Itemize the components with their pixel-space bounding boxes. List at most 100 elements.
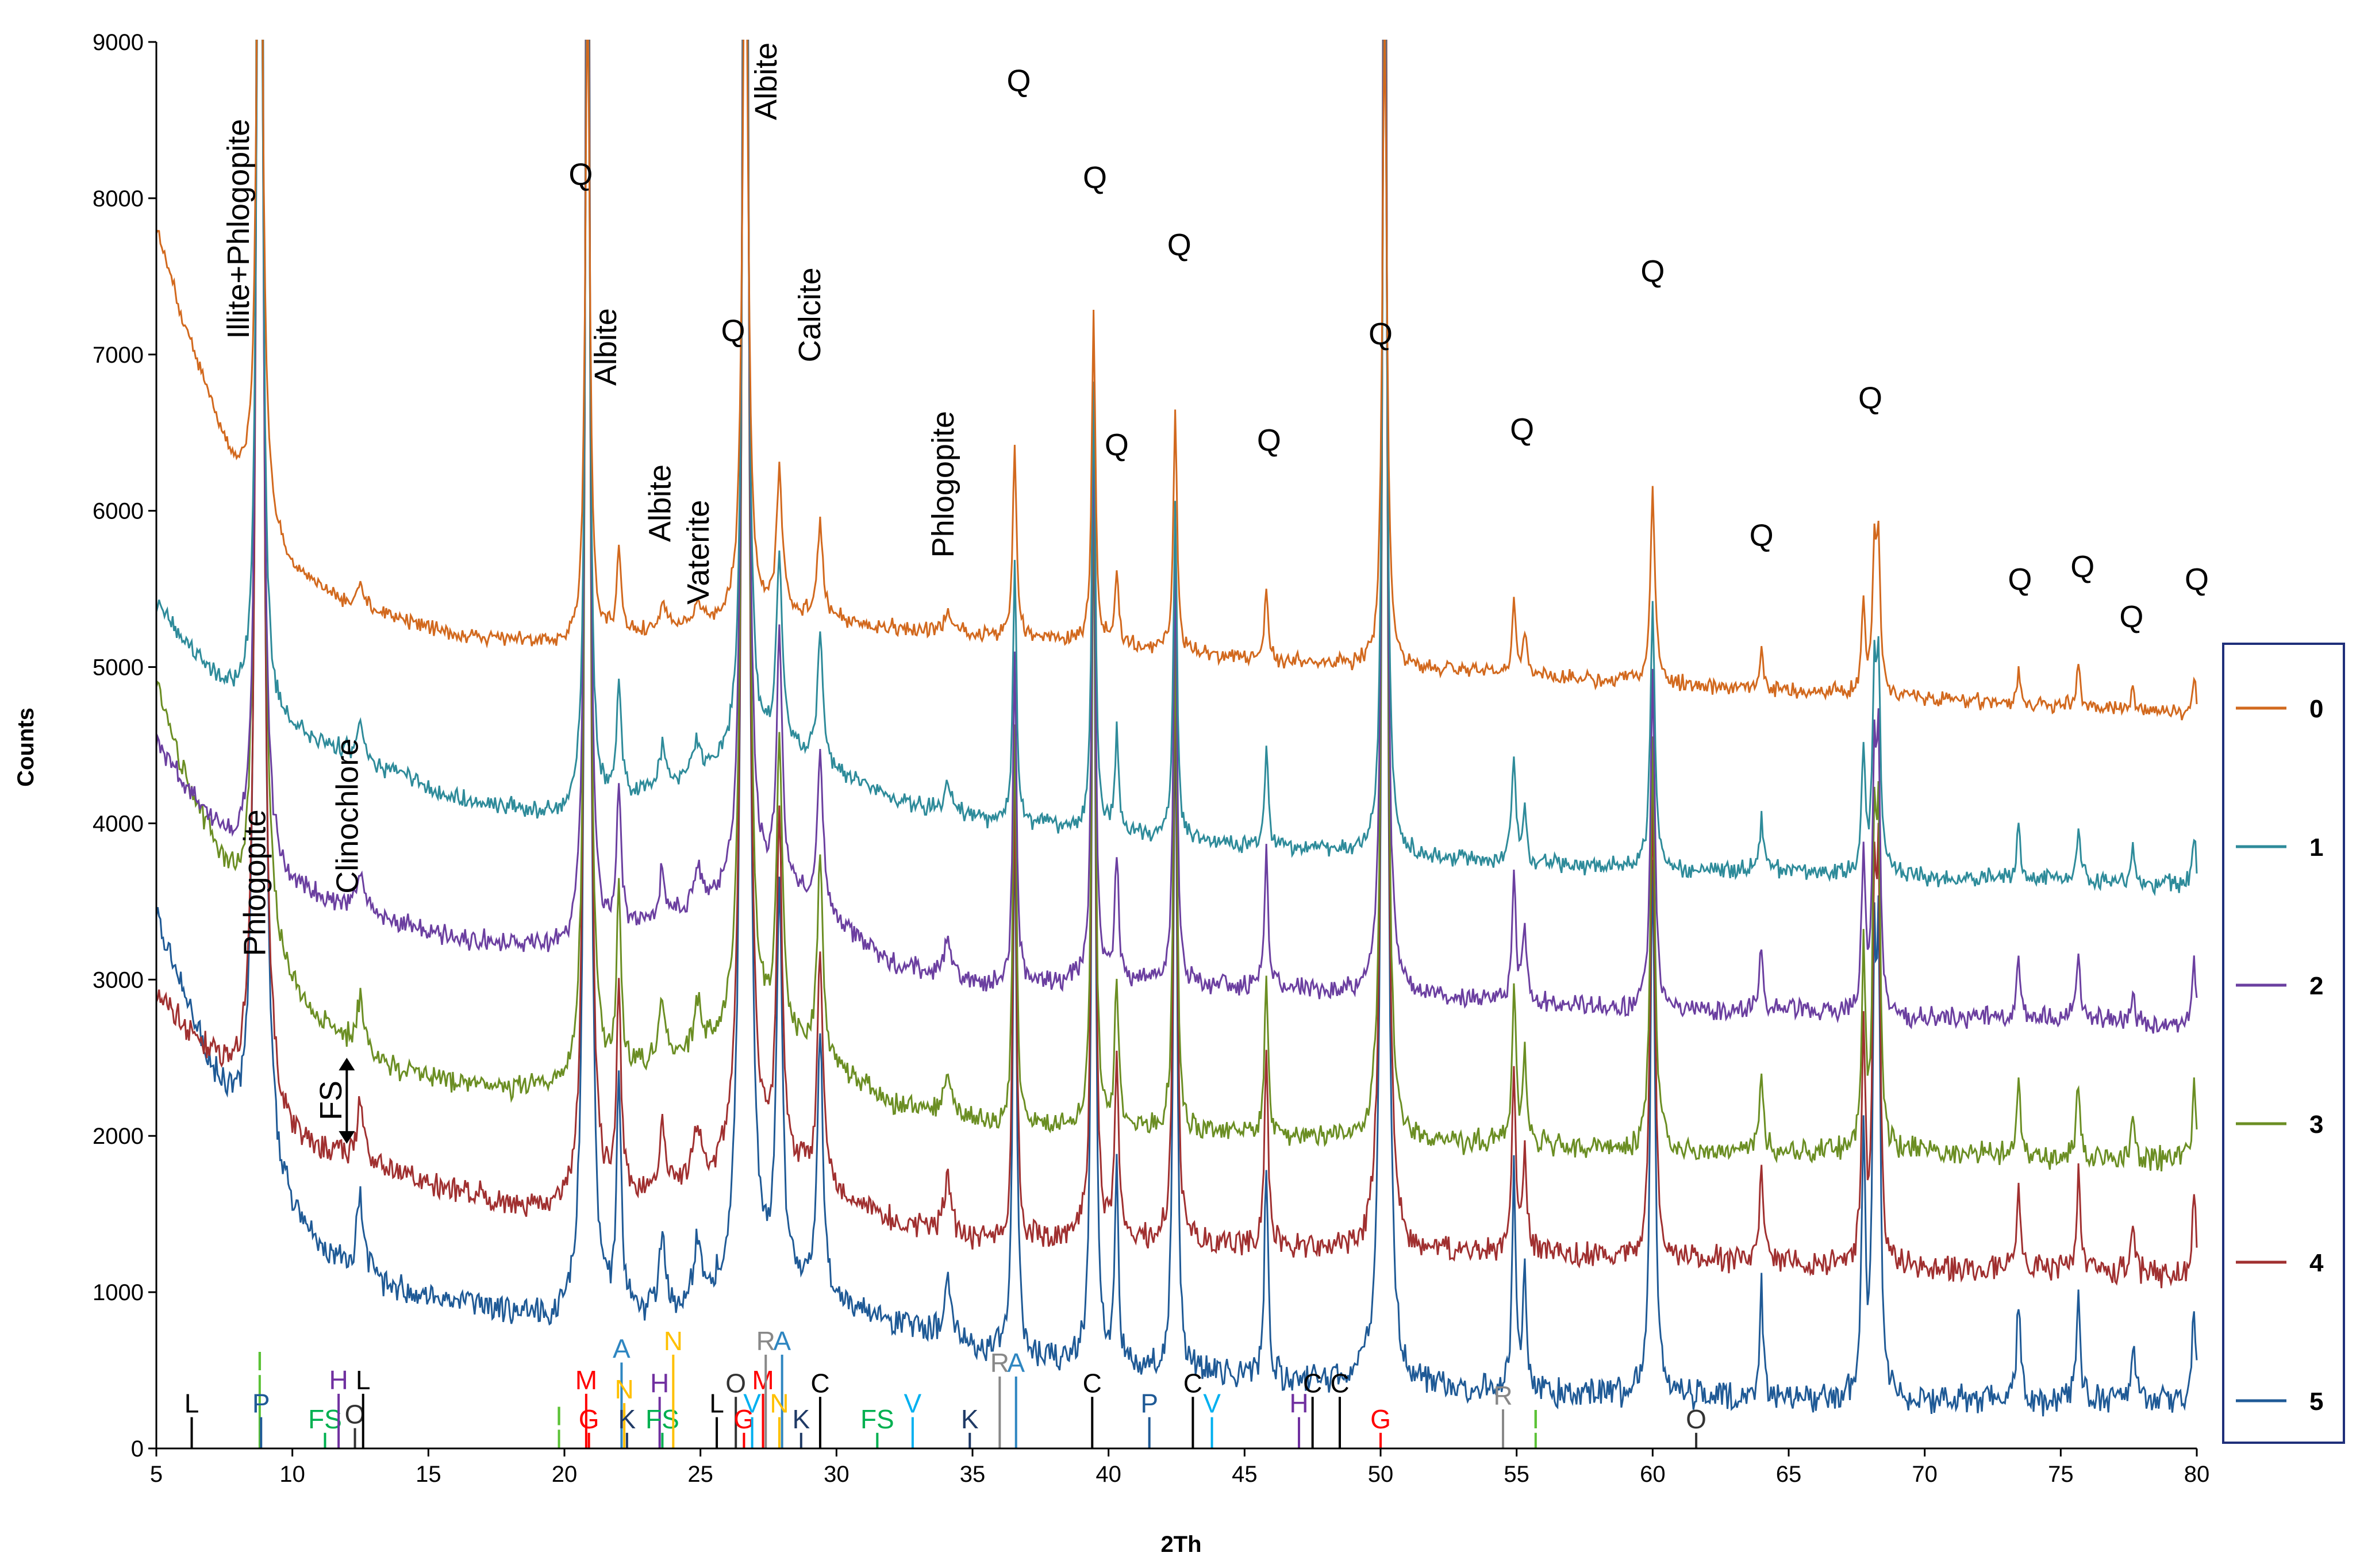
q-peak-label: Q: [568, 157, 593, 192]
q-peak-label: Q: [1640, 255, 1665, 289]
phase-marker-label: R: [1493, 1381, 1512, 1411]
phase-marker-label: I: [1532, 1404, 1539, 1434]
q-peak-label: Q: [1105, 428, 1129, 462]
phase-marker-label: G: [579, 1404, 599, 1434]
mineral-annotation: FS: [314, 1081, 348, 1120]
phase-marker-label: H: [1289, 1389, 1308, 1419]
phase-marker-label: C: [1083, 1368, 1102, 1398]
q-peak-label: Q: [1167, 228, 1191, 262]
y-tick-label: 5000: [93, 655, 144, 681]
x-tick-label: 65: [1776, 1462, 1802, 1487]
x-tick-label: 35: [960, 1462, 986, 1487]
q-peak-label: Q: [1750, 518, 1774, 553]
phase-marker-label: O: [725, 1368, 746, 1398]
phase-marker-label: M: [575, 1365, 597, 1395]
x-tick-label: 80: [2184, 1462, 2210, 1487]
phase-marker-label: K: [792, 1404, 810, 1434]
y-tick-label: 0: [131, 1436, 144, 1462]
y-tick-label: 3000: [93, 967, 144, 993]
mineral-annotation: Vaterite: [681, 500, 716, 605]
phase-marker-label: K: [961, 1404, 979, 1434]
legend: 0 1 2 3 4 5: [2222, 643, 2345, 1444]
phase-marker-label: M: [752, 1365, 774, 1395]
y-tick-label: 4000: [93, 811, 144, 836]
phase-marker-label: P: [1140, 1389, 1158, 1419]
x-tick-label: 50: [1368, 1462, 1394, 1487]
q-peak-label: Q: [1369, 317, 1393, 351]
legend-label-0: 0: [2309, 695, 2323, 723]
legend-label-5: 5: [2309, 1388, 2323, 1416]
mineral-annotation: Albite: [643, 464, 678, 542]
phase-marker-label: A: [613, 1333, 631, 1363]
phase-marker-label: FS: [308, 1404, 342, 1434]
phase-marker-label: K: [618, 1404, 636, 1434]
series-line-3: [156, 40, 2198, 1171]
phase-marker-label: C: [1303, 1368, 1322, 1398]
legend-label-4: 4: [2309, 1249, 2324, 1277]
mineral-annotation: Calcite: [793, 267, 827, 362]
series-line-2: [156, 40, 2198, 1034]
y-tick-label: 2000: [93, 1124, 144, 1149]
q-peak-label: Q: [2070, 550, 2094, 585]
y-tick-label: 9000: [93, 30, 144, 55]
x-tick-label: 60: [1640, 1462, 1666, 1487]
series-layer: [156, 40, 2198, 1417]
x-tick-label: 75: [2048, 1462, 2074, 1487]
q-peak-label: Q: [1858, 381, 1882, 416]
phase-marker-label: O: [345, 1400, 366, 1429]
mineral-annotation: Illite+Phlogopite: [221, 119, 256, 339]
phase-marker-label: L: [185, 1389, 199, 1419]
phase-marker-label: C: [810, 1368, 829, 1398]
phase-marker-label: FS: [860, 1404, 894, 1434]
x-tick-label: 25: [687, 1462, 713, 1487]
q-peak-label: Q: [1006, 64, 1031, 98]
q-peak-label: Q: [2008, 562, 2032, 597]
y-tick-label: 6000: [93, 499, 144, 524]
y-tick-label: 1000: [93, 1280, 144, 1305]
q-peak-label: Q: [1083, 161, 1107, 195]
x-tick-label: 40: [1096, 1462, 1121, 1487]
mineral-annotation: Phlogopite: [926, 411, 960, 558]
mineral-annotation: Albite: [589, 308, 623, 386]
y-axis-title: Counts: [13, 708, 39, 787]
x-tick-label: 30: [824, 1462, 850, 1487]
x-tick-label: 20: [552, 1462, 578, 1487]
phase-marker-label: V: [904, 1389, 922, 1419]
x-axis-title: 2Th: [1160, 1532, 1201, 1557]
phase-marker-label: N: [664, 1326, 683, 1356]
x-tick-label: 15: [416, 1462, 441, 1487]
mineral-annotation: Phlogopite: [237, 809, 272, 956]
phase-marker-label: H: [650, 1368, 669, 1398]
phase-marker-label: G: [1370, 1404, 1391, 1434]
y-tick-label: 8000: [93, 186, 144, 212]
phase-marker-label: R: [990, 1348, 1009, 1378]
x-tick-label: 5: [150, 1462, 163, 1487]
mineral-annotation: Albite: [749, 43, 783, 120]
x-tick-label: 70: [1912, 1462, 1938, 1487]
x-tick-label: 55: [1504, 1462, 1529, 1487]
phase-marker-label: R: [756, 1326, 775, 1356]
x-tick-label: 10: [279, 1462, 305, 1487]
phase-marker-label: I: [555, 1401, 563, 1431]
q-peak-label: Q: [2119, 600, 2143, 635]
phase-marker-label: A: [1007, 1348, 1025, 1378]
phase-marker-label: H: [329, 1365, 348, 1395]
phase-marker-label: C: [1183, 1368, 1202, 1398]
legend-label-3: 3: [2309, 1110, 2323, 1139]
legend-box: [2222, 643, 2345, 1444]
phase-marker-label: P: [252, 1389, 270, 1419]
q-peak-label: Q: [1510, 412, 1534, 447]
mineral-annotation: Clinochlore: [330, 739, 364, 894]
fs-arrow-head-up: [339, 1058, 355, 1071]
y-tick-label: 7000: [93, 343, 144, 368]
fs-arrow-head-down: [339, 1131, 355, 1144]
phase-marker-label: L: [709, 1389, 724, 1419]
legend-label-1: 1: [2309, 833, 2323, 862]
axis-layer: 0 1000 2000 3000 4000 5000 6000 7000 8000 9000 5 10…: [93, 30, 2209, 1487]
phase-marker-label: V: [743, 1389, 761, 1419]
phase-marker-label: I: [256, 1346, 263, 1376]
phase-marker-label: L: [356, 1365, 371, 1395]
